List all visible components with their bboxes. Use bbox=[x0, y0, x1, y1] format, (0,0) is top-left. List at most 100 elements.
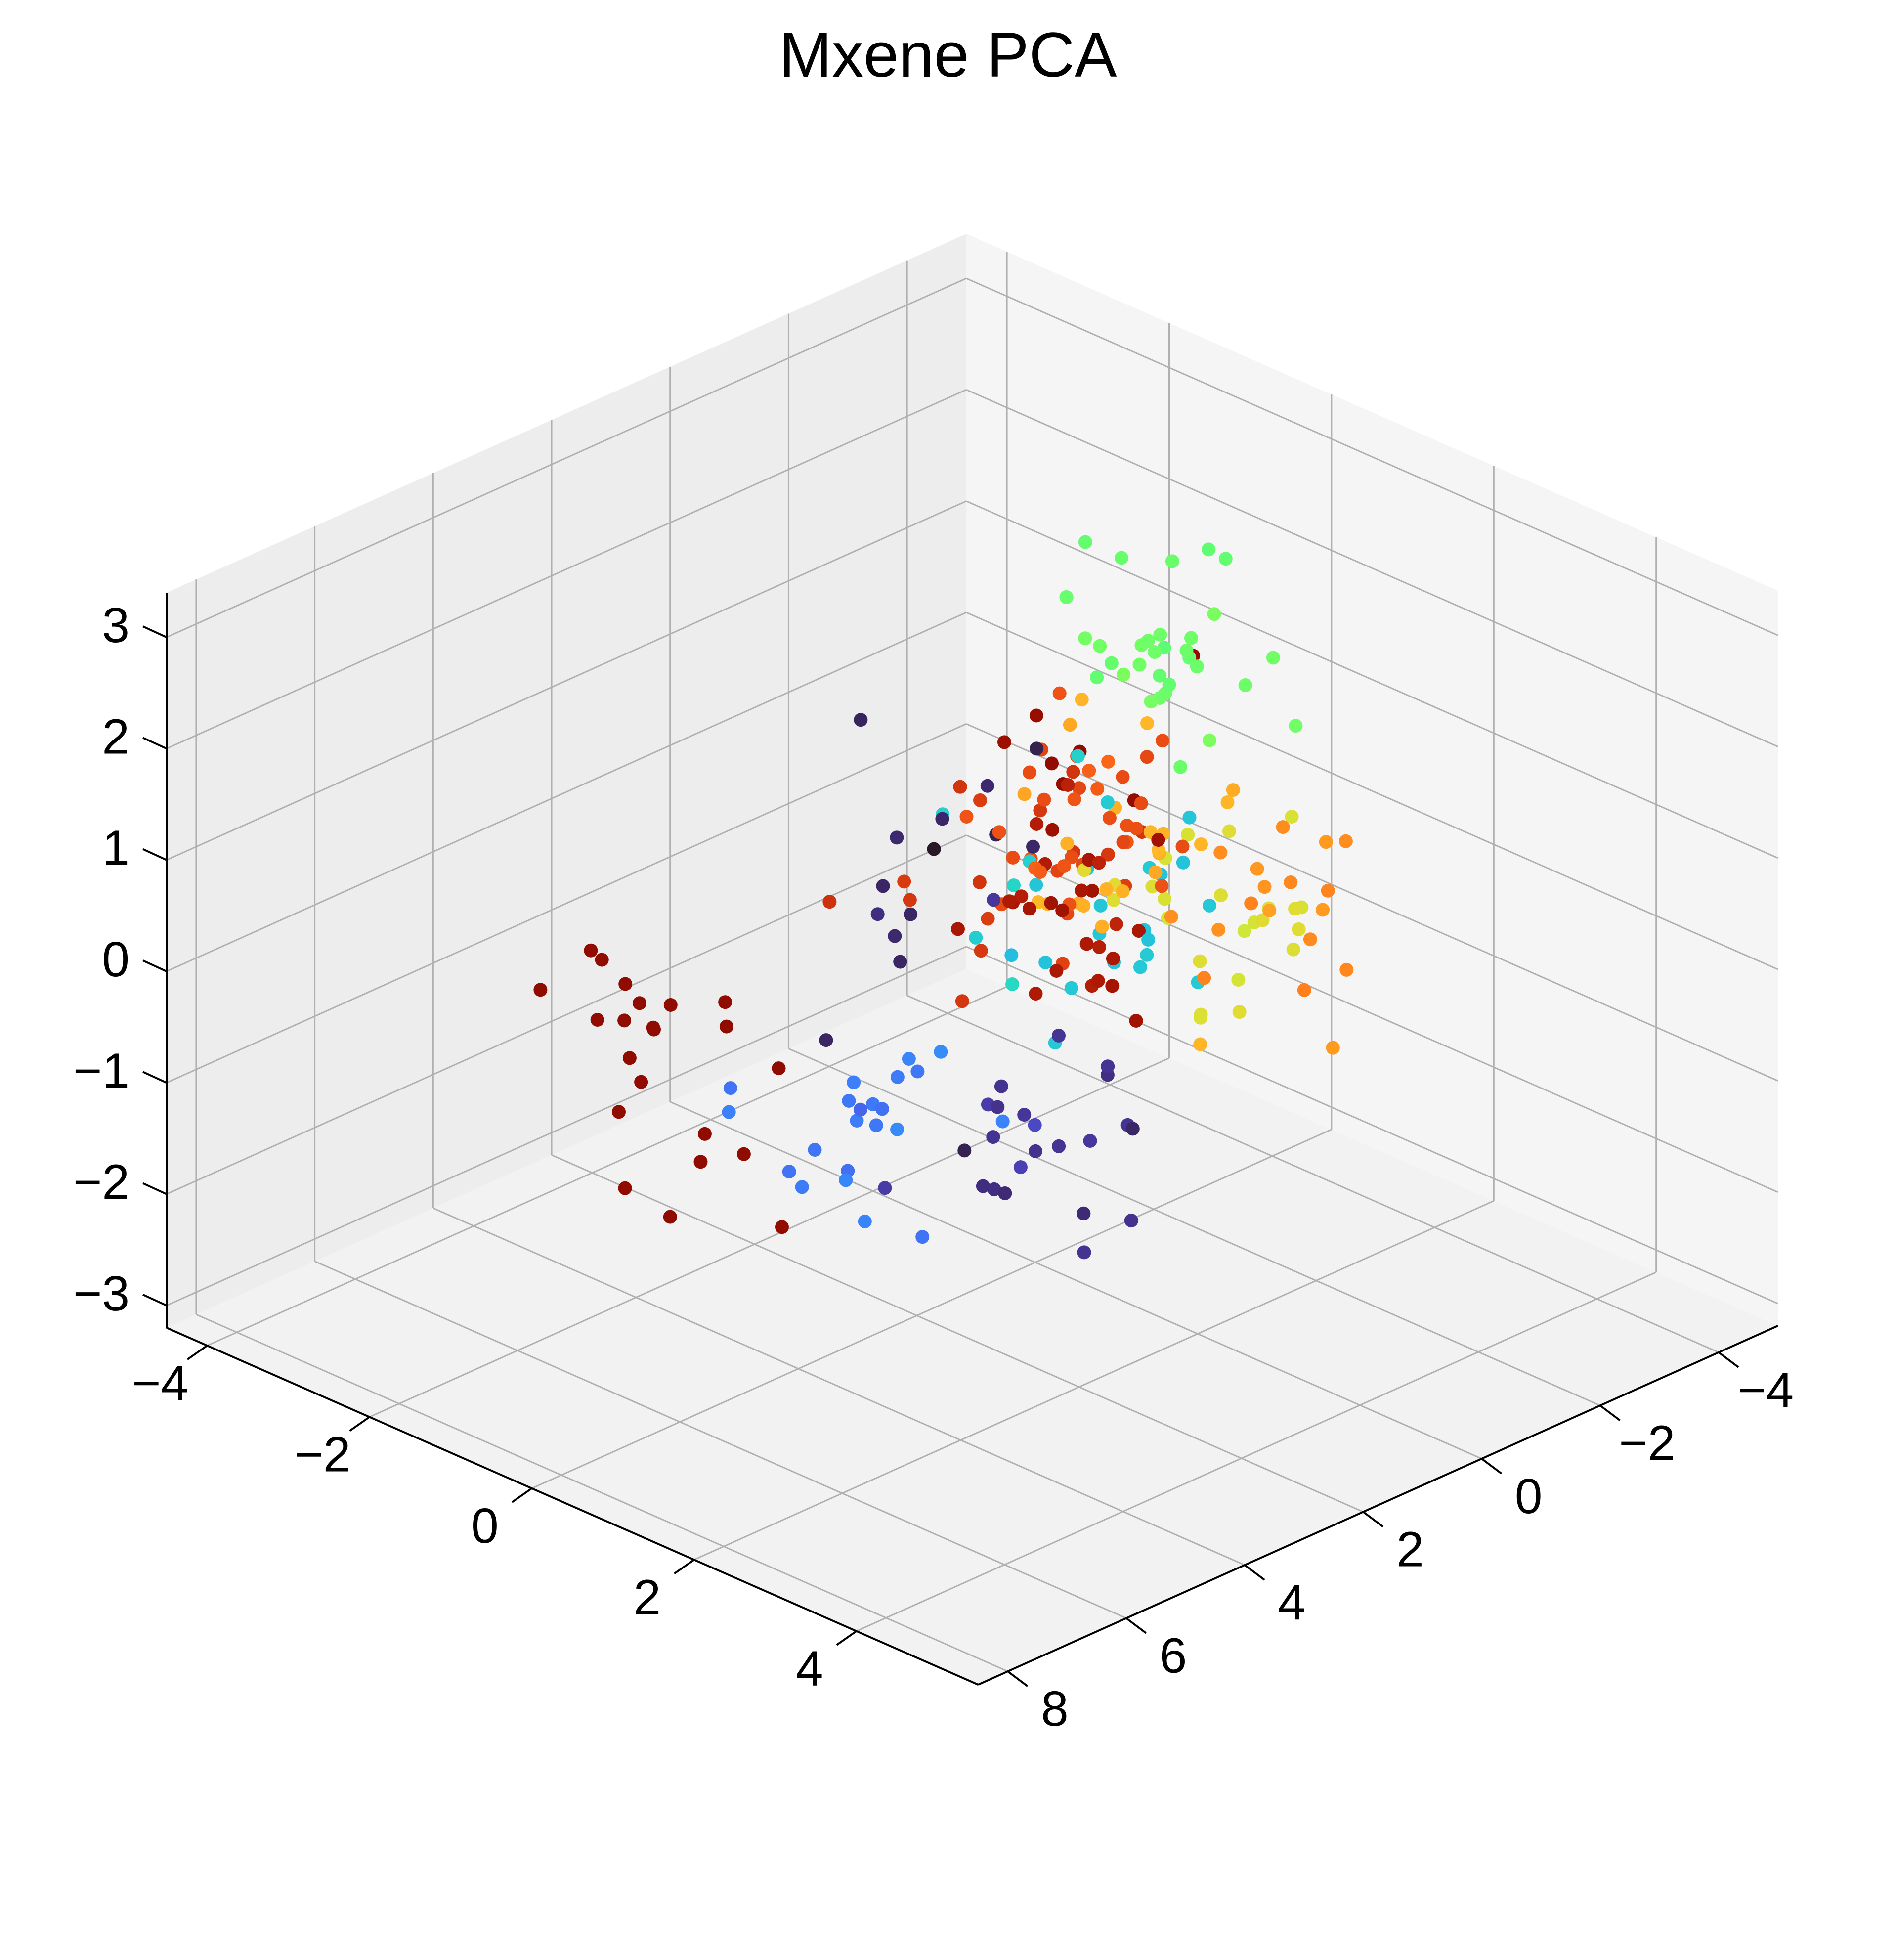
scatter-point bbox=[893, 955, 907, 969]
scatter-point bbox=[972, 875, 987, 889]
scatter-point bbox=[1091, 974, 1105, 988]
scatter-point bbox=[1029, 1144, 1042, 1158]
scatter-point bbox=[1045, 756, 1059, 771]
scatter-point bbox=[1004, 948, 1019, 962]
scatter-point bbox=[1193, 954, 1207, 968]
scatter-point bbox=[890, 830, 904, 845]
scatter-point bbox=[910, 1064, 925, 1079]
scatter-point bbox=[1075, 693, 1089, 707]
scatter-point bbox=[632, 996, 646, 1010]
grid-line-x-floor bbox=[788, 1047, 1601, 1406]
scatter-point bbox=[1022, 902, 1036, 916]
scatter-point bbox=[618, 977, 633, 991]
grid-line-z-left bbox=[166, 611, 967, 972]
scatter-point bbox=[1115, 551, 1128, 565]
x-tick-label: 0 bbox=[1515, 1469, 1543, 1524]
scatter-point bbox=[1030, 741, 1044, 756]
scatter-point bbox=[1237, 924, 1251, 938]
grid-lines bbox=[166, 252, 1778, 1672]
scatter-point bbox=[1194, 837, 1208, 851]
scatter-point bbox=[847, 1075, 861, 1089]
x-axis-tick bbox=[1481, 1458, 1502, 1475]
scatter-point bbox=[1077, 1245, 1091, 1260]
scatter-point bbox=[1297, 983, 1311, 997]
scatter-point bbox=[1083, 1134, 1097, 1148]
scatter-point bbox=[1141, 932, 1156, 947]
scatter-point bbox=[808, 1143, 822, 1157]
x-axis-tick bbox=[1125, 1617, 1147, 1634]
scatter-point bbox=[1017, 1108, 1032, 1122]
scatter-point bbox=[890, 1070, 905, 1084]
x-tick-label: 8 bbox=[1041, 1681, 1069, 1737]
scatter-point bbox=[1156, 734, 1169, 748]
grid-line-z-left bbox=[166, 277, 967, 638]
scatter-point bbox=[1181, 828, 1195, 842]
z-tick-label: 3 bbox=[102, 598, 129, 653]
scatter-point bbox=[663, 998, 678, 1012]
scatter-point bbox=[1238, 678, 1252, 692]
scatter-point bbox=[853, 1102, 867, 1117]
scatter-point bbox=[1193, 1010, 1207, 1025]
scatter-point bbox=[1202, 542, 1216, 557]
scatter-point bbox=[1092, 856, 1106, 870]
grid-line-z-right bbox=[966, 611, 1778, 970]
scatter-point bbox=[854, 713, 868, 727]
scatter-point bbox=[1226, 783, 1240, 797]
grid-line-z-right bbox=[966, 946, 1778, 1305]
y-tick-label: −4 bbox=[132, 1355, 188, 1411]
scatter-point bbox=[842, 1094, 856, 1108]
scatter-point bbox=[617, 1013, 632, 1028]
scatter-point bbox=[1029, 987, 1043, 1001]
scatter-point bbox=[1140, 750, 1154, 764]
y-tick-label: 0 bbox=[471, 1498, 499, 1554]
scatter-point bbox=[1116, 835, 1130, 849]
scatter-point bbox=[995, 1114, 1010, 1129]
scatter-point bbox=[1284, 875, 1298, 889]
scatter-point bbox=[890, 1122, 905, 1136]
scatter-point bbox=[1063, 718, 1077, 732]
scatter-point bbox=[1173, 760, 1188, 774]
x-tick-label: 4 bbox=[1278, 1575, 1305, 1630]
scatter-point bbox=[1232, 1005, 1247, 1019]
scatter-point bbox=[1049, 964, 1064, 978]
x-axis-tick bbox=[1718, 1351, 1739, 1368]
scatter-point bbox=[1026, 839, 1040, 854]
scatter-point bbox=[992, 825, 1006, 839]
scatter-point bbox=[858, 1214, 872, 1228]
z-tick-label: −1 bbox=[73, 1043, 129, 1098]
grid-line-x-floor bbox=[906, 995, 1719, 1353]
scatter-point bbox=[1148, 645, 1162, 659]
z-axis-tick bbox=[142, 1071, 167, 1084]
scatter-point bbox=[1055, 903, 1070, 917]
scatter-point bbox=[1085, 884, 1099, 898]
scatter-point bbox=[927, 842, 941, 856]
scatter-point bbox=[1197, 971, 1211, 985]
scatter-point bbox=[822, 895, 837, 909]
scatter-point bbox=[1045, 823, 1060, 837]
scatter-point bbox=[775, 1220, 789, 1234]
scatter-point bbox=[987, 1182, 1001, 1196]
scatter-point bbox=[1214, 888, 1228, 903]
x-axis-tick bbox=[1599, 1404, 1621, 1421]
scatter-point bbox=[1030, 817, 1044, 831]
scatter-point bbox=[1316, 903, 1330, 917]
scatter-point bbox=[875, 1102, 889, 1116]
scatter-point bbox=[991, 1100, 1005, 1114]
scatter-point bbox=[951, 922, 965, 936]
y-axis-tick bbox=[511, 1487, 533, 1503]
scatter-point bbox=[1120, 819, 1134, 833]
scatter-point bbox=[663, 1210, 677, 1224]
x-axis-tick bbox=[1362, 1511, 1384, 1528]
z-axis-tick bbox=[142, 1294, 167, 1307]
scatter-point bbox=[876, 879, 890, 893]
scatter-point bbox=[903, 893, 917, 907]
scatter-point bbox=[998, 1186, 1012, 1200]
x-tick-label: −2 bbox=[1619, 1415, 1675, 1471]
scatter-point bbox=[1129, 1014, 1143, 1028]
left-wall-pane bbox=[167, 234, 966, 1328]
scatter-point bbox=[1250, 862, 1264, 876]
z-axis-tick bbox=[142, 848, 167, 861]
chart-title: Mxene PCA bbox=[779, 20, 1118, 90]
scatter-point bbox=[1203, 898, 1216, 913]
scatter-point bbox=[1033, 803, 1047, 818]
